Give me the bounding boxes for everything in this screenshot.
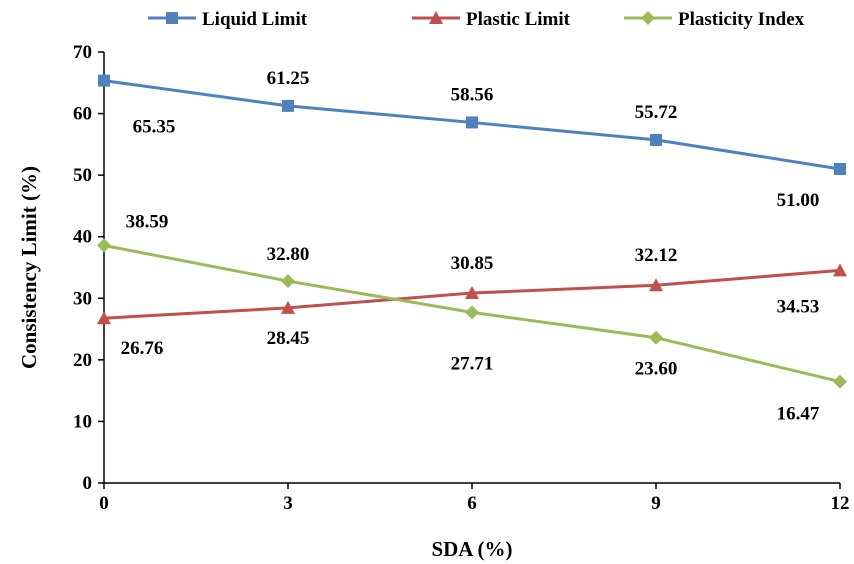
y-tick-label: 50	[73, 165, 92, 186]
plastic-limit-point	[833, 263, 847, 277]
liquid-limit-data-label: 51.00	[777, 190, 820, 211]
legend-marker-plasticity-index	[641, 11, 655, 25]
plastic-limit-data-label: 32.12	[635, 245, 678, 266]
axes: Consistency Limit (%) SDA (%) 0102030405…	[17, 42, 850, 561]
plastic-limit-point	[649, 278, 663, 292]
y-tick-label: 40	[73, 227, 92, 248]
x-axis-title: SDA (%)	[431, 537, 512, 561]
plasticity-index-data-label: 38.59	[126, 211, 169, 232]
plot-area	[97, 74, 847, 389]
plasticity-index-point	[833, 374, 847, 389]
plasticity-index-data-label: 32.80	[267, 244, 310, 265]
legend-item-liquid-limit: Liquid Limit	[148, 9, 308, 30]
liquid-limit-data-label: 58.56	[451, 84, 494, 105]
plastic-limit-data-label: 26.76	[121, 338, 164, 359]
plasticity-index-data-label: 27.71	[451, 353, 494, 374]
plastic-limit-data-label: 34.53	[777, 296, 820, 317]
legend-item-plasticity-index: Plasticity Index	[624, 9, 805, 30]
y-tick-label: 70	[73, 42, 92, 63]
plasticity-index-point	[97, 238, 111, 253]
y-tick-label: 60	[73, 104, 92, 125]
x-tick-label: 6	[467, 493, 477, 514]
plasticity-index-data-label: 23.60	[635, 359, 678, 380]
x-tick-label: 3	[283, 493, 293, 514]
y-tick-label: 0	[83, 473, 93, 494]
legend-marker-plastic-limit	[429, 11, 443, 24]
liquid-limit-data-label: 65.35	[133, 117, 176, 138]
legend: Liquid Limit Plastic Limit Plasticity Inde…	[148, 9, 805, 30]
liquid-limit-point	[834, 162, 846, 175]
legend-marker-liquid-limit	[166, 12, 178, 24]
data-labels: 65.35 61.25 58.56 55.72 51.00 26.76 28.45 30.85…	[121, 68, 820, 425]
plastic-limit-point	[97, 311, 111, 325]
liquid-limit-point	[98, 74, 110, 87]
legend-label-liquid-limit: Liquid Limit	[202, 9, 308, 30]
plastic-limit-data-label: 30.85	[451, 253, 494, 274]
y-axis-title: Consistency Limit (%)	[17, 166, 41, 369]
plasticity-index-point	[649, 330, 663, 345]
legend-label-plasticity-index: Plasticity Index	[678, 9, 805, 30]
plastic-limit-point	[281, 300, 295, 314]
plastic-limit-point	[465, 286, 479, 300]
y-tick-label: 30	[73, 288, 92, 309]
liquid-limit-point	[282, 99, 294, 112]
y-tick-label: 20	[73, 350, 92, 371]
liquid-limit-point	[650, 133, 662, 146]
plasticity-index-point	[281, 274, 295, 289]
plastic-limit-data-label: 28.45	[267, 328, 310, 349]
y-tick-label: 10	[73, 411, 92, 432]
legend-label-plastic-limit: Plastic Limit	[466, 9, 571, 30]
x-tick-label: 9	[651, 493, 661, 514]
plasticity-index-data-label: 16.47	[777, 404, 820, 425]
x-tick-label: 0	[99, 493, 109, 514]
liquid-limit-point	[466, 116, 478, 129]
liquid-limit-data-label: 55.72	[635, 102, 678, 123]
x-tick-label: 12	[831, 493, 850, 514]
plasticity-index-point	[465, 305, 479, 320]
legend-item-plastic-limit: Plastic Limit	[412, 9, 571, 30]
liquid-limit-data-label: 61.25	[267, 68, 310, 89]
